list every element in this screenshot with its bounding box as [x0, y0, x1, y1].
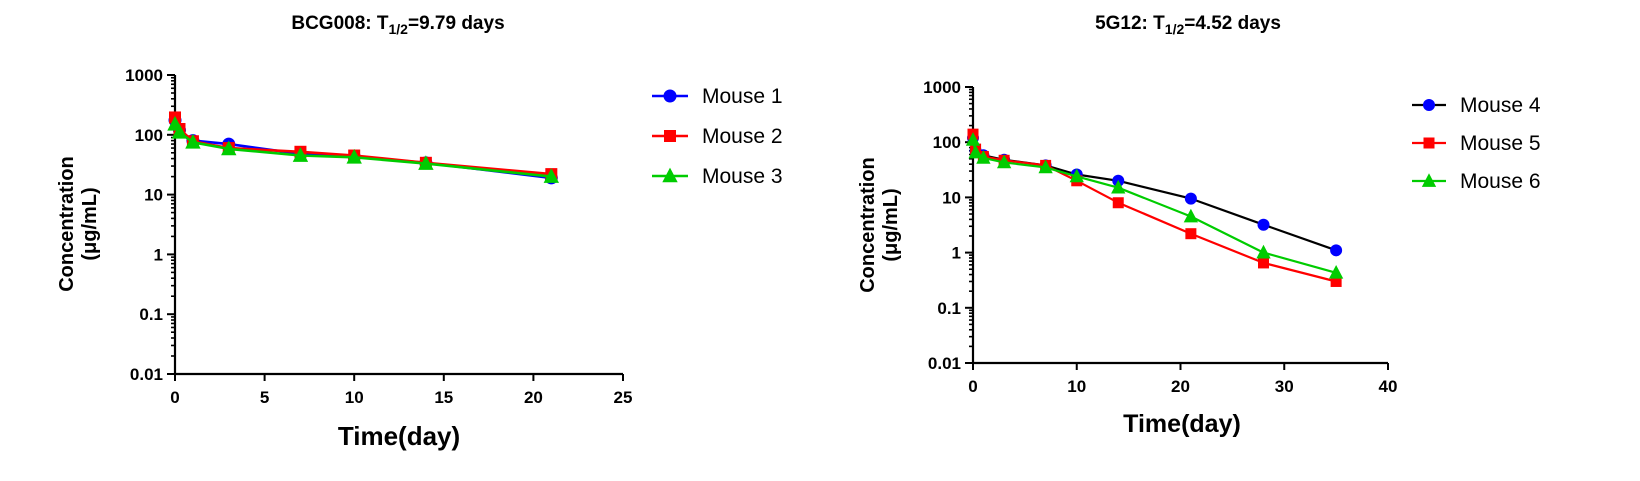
y-tick-label: 1000 [923, 78, 961, 97]
series-mouse-3 [167, 115, 560, 183]
x-tick-label: 20 [524, 388, 543, 407]
data-point [185, 133, 201, 149]
legend-item-mouse-4: Mouse 4 [1412, 94, 1541, 117]
legend-label: Mouse 5 [1460, 132, 1541, 155]
y-axis-title-line2: (μg/mL) [880, 188, 902, 261]
x-tick-label: 10 [1067, 377, 1086, 396]
data-point [1258, 257, 1269, 269]
y-tick-label: 0.1 [139, 305, 163, 324]
data-point [418, 155, 434, 170]
series-mouse-6 [965, 132, 1344, 279]
chart-title: 5G12: T1/2=4.52 days [1095, 13, 1281, 37]
data-point [171, 123, 188, 139]
chart-title-rest: =4.52 days [1184, 13, 1281, 34]
data-point [1183, 208, 1199, 223]
legend-label: Mouse 1 [702, 85, 783, 108]
y-tick-label: 0.01 [928, 354, 961, 373]
chart-title: BCG008: T1/2=9.79 days [291, 13, 504, 37]
x-tick-label: 15 [434, 388, 453, 407]
legend-label: Mouse 3 [702, 165, 783, 188]
legend-label: Mouse 6 [1460, 170, 1541, 193]
panel-bcg008: BCG008: T1/2=9.79 days 0 5 10 15 20 25 0.01 0.1 1… [56, 13, 783, 451]
y-tick-label: 10 [144, 186, 163, 205]
data-point [1069, 168, 1084, 183]
chart-title-subscript: 1/2 [389, 21, 409, 37]
legend-marker [1421, 173, 1437, 187]
legend-label: Mouse 4 [1460, 94, 1541, 117]
data-point [1112, 197, 1124, 209]
legend-marker [664, 130, 676, 142]
data-point [1184, 192, 1197, 205]
data-point [346, 148, 362, 164]
y-tick-label: 100 [135, 126, 163, 145]
chart-title-rest: =9.79 days [408, 13, 505, 34]
y-axis-title-line1: Concentration [56, 156, 78, 292]
legend-item-mouse-1: Mouse 1 [652, 85, 783, 108]
legend-label: Mouse 2 [702, 125, 783, 148]
y-axis-title-line1: Concentration [857, 157, 879, 293]
data-point [1111, 179, 1126, 194]
legend-marker [663, 89, 677, 103]
x-tick-label: 25 [614, 388, 633, 407]
data-point [221, 140, 237, 156]
series-mouse-4 [967, 131, 1343, 257]
y-tick-label: 1000 [125, 66, 163, 85]
x-tick-label: 5 [260, 388, 269, 407]
series-line [971, 133, 1337, 283]
chart-title-main: BCG008: T [291, 13, 389, 34]
data-point [1256, 244, 1271, 259]
data-point [543, 168, 560, 183]
series-line [971, 139, 1337, 274]
chart-title-main: 5G12: T [1095, 13, 1165, 34]
x-axis-title: Time(day) [1123, 410, 1241, 438]
legend-marker [662, 167, 678, 183]
data-point [292, 147, 309, 162]
y-tick-label: 10 [942, 188, 961, 207]
x-tick-label: 10 [345, 388, 364, 407]
data-point [1257, 218, 1270, 231]
x-tick-label: 0 [968, 377, 977, 396]
y-tick-label: 0.01 [130, 365, 163, 384]
y-tick-label: 1 [154, 245, 163, 264]
panel-5g12: 5G12: T1/2=4.52 days 0 10 20 30 40 0.01 0.1 1 10 1… [857, 13, 1541, 438]
series-line [971, 137, 1337, 252]
data-point [965, 132, 981, 146]
data-point [996, 154, 1012, 169]
x-tick-label: 30 [1275, 377, 1294, 396]
data-point [1038, 159, 1053, 174]
x-axis-title: Time(day) [338, 421, 460, 451]
legend-item-mouse-3: Mouse 3 [652, 165, 783, 188]
legend: Mouse 1 Mouse 2 Mouse 3 [652, 85, 783, 188]
data-point [968, 144, 983, 159]
legend-marker [1423, 137, 1435, 149]
x-tick-label: 20 [1171, 377, 1190, 396]
y-tick-label: 1 [952, 244, 961, 263]
data-point [1328, 265, 1344, 279]
series-mouse-5 [967, 128, 1342, 287]
data-point [976, 150, 991, 164]
legend-item-mouse-2: Mouse 2 [652, 125, 783, 148]
legend-marker [1423, 99, 1435, 111]
chart-title-subscript: 1/2 [1165, 21, 1185, 37]
y-tick-label: 0.1 [937, 299, 961, 318]
legend: Mouse 4 Mouse 5 Mouse 6 [1412, 94, 1541, 193]
data-point [1330, 275, 1342, 287]
x-tick-label: 40 [1379, 377, 1398, 396]
legend-item-mouse-6: Mouse 6 [1412, 170, 1541, 193]
data-point [1185, 228, 1197, 240]
y-tick-label: 100 [933, 133, 961, 152]
legend-item-mouse-5: Mouse 5 [1412, 132, 1541, 155]
data-point [1330, 244, 1343, 257]
x-tick-label: 0 [170, 388, 179, 407]
y-axis-title-line2: (μg/mL) [79, 187, 101, 260]
